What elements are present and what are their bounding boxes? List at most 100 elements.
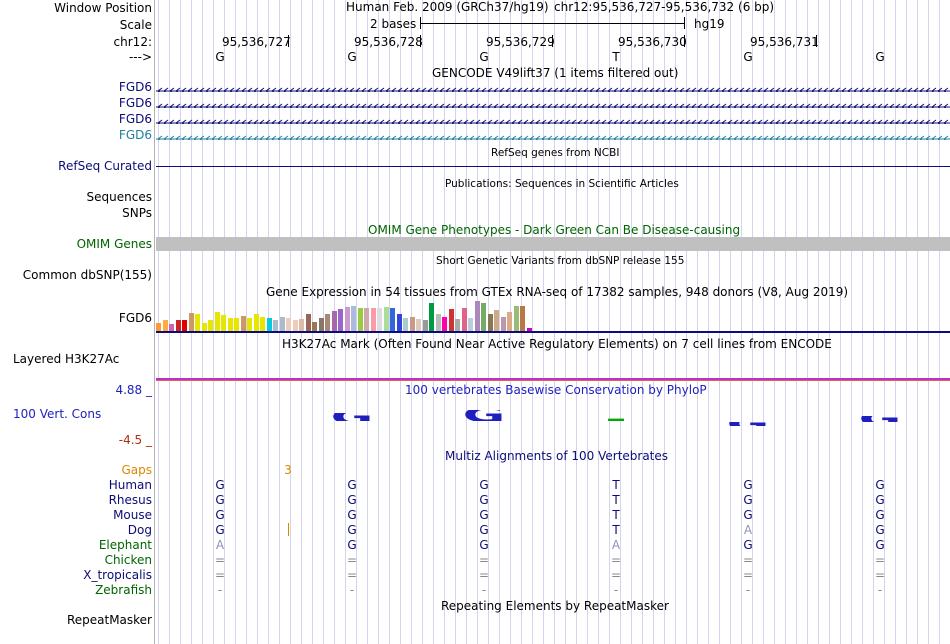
gtex-tissue-bar[interactable] (338, 309, 343, 331)
gtex-tissue-bar[interactable] (461, 308, 467, 331)
gtex-tissue-bar[interactable] (494, 310, 499, 331)
gtex-tissue-bar[interactable] (435, 314, 441, 331)
scale-bar-right-cap (684, 17, 685, 29)
gtex-track-title[interactable]: Gene Expression in 54 tissues from GTEx … (266, 285, 849, 299)
species-label-mouse[interactable]: Mouse (113, 508, 152, 522)
gtex-tissue-bar[interactable] (273, 320, 278, 331)
gtex-tissue-bar[interactable] (487, 314, 493, 331)
gtex-tissue-bar[interactable] (422, 320, 428, 331)
gtex-tissue-bar[interactable] (208, 320, 213, 331)
sequences-label[interactable]: Sequences (86, 190, 152, 204)
gencode-gene-label-3[interactable]: FGD6 (118, 112, 152, 126)
repeatmasker-label[interactable]: RepeatMasker (66, 613, 152, 627)
omim-genes-label[interactable]: OMIM Genes (76, 237, 152, 251)
gtex-tissue-bar[interactable] (214, 312, 220, 331)
gtex-tissue-bar[interactable] (292, 320, 298, 331)
gtex-tissue-bar[interactable] (448, 309, 454, 331)
gtex-tissue-bar[interactable] (513, 306, 519, 331)
gtex-tissue-bar[interactable] (299, 319, 304, 331)
snps-label[interactable]: SNPs (122, 206, 152, 220)
gtex-tissue-bar[interactable] (357, 308, 363, 331)
gtex-tissue-bar[interactable] (468, 318, 473, 331)
gtex-tissue-bar[interactable] (409, 317, 415, 331)
omim-gene-bar[interactable] (156, 237, 950, 251)
gencode-gene-label-4[interactable]: FGD6 (118, 128, 152, 142)
h3k27ac-label[interactable]: Layered H3K27Ac (13, 352, 120, 366)
vert-cons-label[interactable]: 100 Vert. Cons (13, 407, 102, 421)
species-label-human[interactable]: Human (108, 478, 152, 492)
species-label-xtropicalis[interactable]: X_tropicalis (83, 568, 152, 582)
gtex-tissue-bar[interactable] (351, 306, 356, 331)
gtex-tissue-bar[interactable] (305, 314, 311, 331)
gtex-tissue-bar[interactable] (370, 308, 376, 331)
gtex-tissue-bar[interactable] (175, 320, 181, 331)
gtex-tissue-bar[interactable] (520, 306, 525, 331)
gtex-tissue-bar[interactable] (390, 308, 395, 331)
gtex-tissue-bar[interactable] (455, 319, 460, 331)
gtex-tissue-bar[interactable] (383, 307, 389, 331)
gtex-tissue-bar[interactable] (442, 317, 447, 331)
gtex-tissue-bar[interactable] (364, 308, 369, 331)
gtex-tissue-bar[interactable] (396, 314, 402, 331)
gtex-tissue-bar[interactable] (312, 322, 317, 331)
gtex-expression-bars[interactable] (156, 300, 556, 331)
gtex-tissue-bar[interactable] (156, 323, 161, 331)
gtex-tissue-bar[interactable] (195, 314, 200, 331)
gtex-gene-label[interactable]: FGD6 (118, 311, 152, 325)
refseq-curated-label[interactable]: RefSeq Curated (58, 159, 152, 173)
gencode-gene-label-1[interactable]: FGD6 (118, 80, 152, 94)
gtex-tissue-bar[interactable] (240, 316, 246, 331)
gtex-tissue-bar[interactable] (403, 318, 408, 331)
dbsnp-track-title[interactable]: Short Genetic Variants from dbSNP releas… (436, 255, 685, 267)
gtex-tissue-bar[interactable] (325, 314, 330, 331)
gtex-tissue-bar[interactable] (247, 318, 252, 331)
repeatmasker-track-title[interactable]: Repeating Elements by RepeatMasker (441, 599, 669, 613)
gtex-tissue-bar[interactable] (286, 318, 291, 331)
common-dbsnp-label[interactable]: Common dbSNP(155) (22, 268, 152, 282)
gencode-transcript-3[interactable] (156, 116, 950, 124)
gtex-tissue-bar[interactable] (526, 328, 532, 331)
gtex-tissue-bar[interactable] (227, 318, 233, 331)
species-label-zebrafish[interactable]: Zebrafish (95, 583, 152, 597)
gtex-tissue-bar[interactable] (253, 314, 259, 331)
conservation-track-title[interactable]: 100 vertebrates Basewise Conservation by… (405, 383, 707, 397)
gtex-tissue-bar[interactable] (500, 317, 506, 331)
gtex-tissue-bar[interactable] (481, 303, 486, 331)
gtex-tissue-bar[interactable] (169, 324, 174, 331)
multiz-track-title[interactable]: Multiz Alignments of 100 Vertebrates (445, 449, 669, 463)
species-label-chicken[interactable]: Chicken (104, 553, 152, 567)
publications-track-title[interactable]: Publications: Sequences in Scientific Ar… (445, 178, 679, 190)
window-position-text[interactable]: chr12:95,536,727-95,536,732 (6 bp) (554, 0, 775, 14)
gaps-label[interactable]: Gaps (121, 463, 152, 477)
gtex-tissue-bar[interactable] (507, 312, 512, 331)
gencode-transcript-1[interactable] (156, 84, 950, 92)
gtex-tissue-bar[interactable] (234, 318, 239, 331)
refseq-track-title[interactable]: RefSeq genes from NCBI (491, 147, 620, 159)
gtex-tissue-bar[interactable] (429, 303, 434, 331)
gencode-track-title[interactable]: GENCODE V49lift37 (1 items filtered out) (432, 66, 679, 80)
gtex-tissue-bar[interactable] (474, 301, 480, 331)
refseq-gene-line[interactable] (156, 166, 950, 167)
gtex-tissue-bar[interactable] (266, 318, 272, 331)
gtex-tissue-bar[interactable] (377, 308, 382, 331)
species-label-dog[interactable]: Dog (127, 523, 152, 537)
gencode-transcript-2[interactable] (156, 100, 950, 108)
species-label-rhesus[interactable]: Rhesus (108, 493, 152, 507)
gtex-tissue-bar[interactable] (331, 311, 337, 331)
gtex-tissue-bar[interactable] (162, 320, 168, 331)
gtex-tissue-bar[interactable] (344, 307, 350, 331)
species-label-elephant[interactable]: Elephant (98, 538, 152, 552)
gtex-tissue-bar[interactable] (221, 315, 226, 331)
omim-track-title[interactable]: OMIM Gene Phenotypes - Dark Green Can Be… (368, 223, 741, 237)
gtex-tissue-bar[interactable] (279, 317, 285, 331)
gtex-tissue-bar[interactable] (201, 323, 207, 331)
gtex-tissue-bar[interactable] (416, 319, 421, 331)
h3k27ac-track-title[interactable]: H3K27Ac Mark (Often Found Near Active Re… (282, 337, 832, 351)
gencode-gene-label-2[interactable]: FGD6 (118, 96, 152, 110)
gtex-tissue-bar[interactable] (188, 313, 194, 331)
gtex-tissue-bar[interactable] (182, 320, 187, 331)
gencode-transcript-4[interactable] (156, 132, 950, 140)
window-position-label: Window Position (54, 1, 152, 15)
gtex-tissue-bar[interactable] (260, 317, 265, 331)
gtex-tissue-bar[interactable] (318, 318, 324, 331)
